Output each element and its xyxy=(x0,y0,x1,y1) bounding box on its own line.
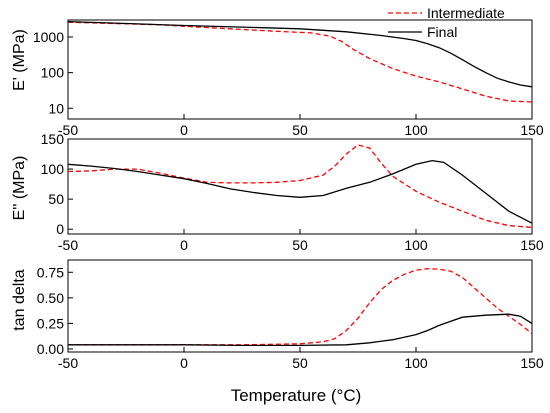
x-tick-label: 50 xyxy=(292,122,308,138)
legend-label-intermediate: Intermediate xyxy=(427,5,505,21)
x-tick-label: 150 xyxy=(520,355,544,371)
y-tick-label: 10 xyxy=(48,100,64,116)
y-tick-label: 50 xyxy=(48,191,64,207)
y-tick-label: 0.50 xyxy=(37,290,64,306)
y-tick-label: 100 xyxy=(41,161,65,177)
plot-frame xyxy=(67,259,533,353)
plot-frame xyxy=(67,138,533,235)
x-tick-label: 100 xyxy=(404,122,428,138)
series-line-intermediate xyxy=(67,144,533,229)
plot-frame xyxy=(67,19,533,120)
x-tick-label: -50 xyxy=(58,237,78,253)
y-tick-label: 0.75 xyxy=(37,264,64,280)
x-tick-label: 0 xyxy=(180,237,188,253)
legend: Intermediate Final xyxy=(388,5,505,40)
y-tick-label: 0.00 xyxy=(37,341,64,357)
tandelta-ylabel: tan delta xyxy=(11,269,28,330)
series-line-final xyxy=(67,159,533,224)
y-tick-label: 100 xyxy=(41,65,65,81)
series-line-intermediate xyxy=(67,21,533,103)
y-tick-label: 0 xyxy=(56,221,64,237)
x-tick-label: 0 xyxy=(180,355,188,371)
series-line-final xyxy=(68,313,533,347)
x-tick-label: 100 xyxy=(404,237,428,253)
storage-ylabel: E' (MPa) xyxy=(11,29,28,91)
storage-modulus-panel: -50 0 50 100 150 10 100 1000 xyxy=(33,19,544,138)
series-line-final xyxy=(67,20,533,88)
tan-delta-panel: -50 0 50 100 150 0.00 0.25 0.50 0.75 xyxy=(37,259,544,371)
legend-label-final: Final xyxy=(427,24,457,40)
y-tick-label: 0.25 xyxy=(37,315,64,331)
y-tick-label: 1000 xyxy=(33,29,64,45)
y-tick-label: 150 xyxy=(41,131,65,147)
x-tick-label: 0 xyxy=(180,122,188,138)
x-tick-label: 150 xyxy=(520,237,544,253)
loss-ylabel: E'' (MPa) xyxy=(11,156,28,221)
x-axis-label: Temperature (°C) xyxy=(231,386,362,405)
x-tick-label: 50 xyxy=(292,355,308,371)
series-line-intermediate xyxy=(68,268,533,346)
x-tick-label: 100 xyxy=(404,355,428,371)
x-tick-label: -50 xyxy=(58,355,78,371)
x-tick-label: 150 xyxy=(520,122,544,138)
x-tick-label: -50 xyxy=(58,122,78,138)
x-tick-label: 50 xyxy=(292,237,308,253)
